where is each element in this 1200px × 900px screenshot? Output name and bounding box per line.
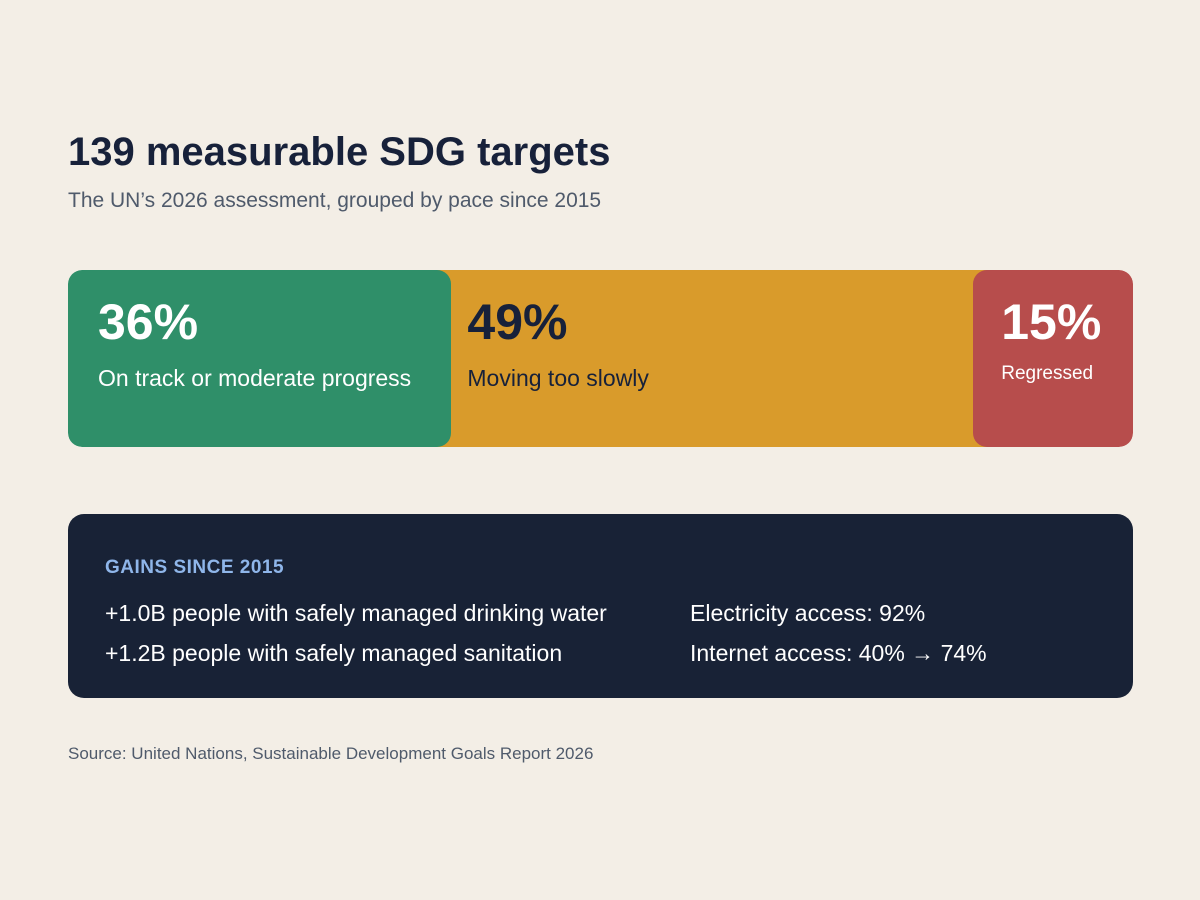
- gain-item-electricity: Electricity access: 92%: [690, 600, 926, 626]
- gain-item-sanitation: +1.2B people with safely managed sanitat…: [105, 640, 563, 666]
- chart-title: 139 measurable SDG targets: [68, 130, 611, 174]
- segment-value-label: 49%: [467, 294, 568, 350]
- segment-category-label: Regressed: [1001, 363, 1094, 384]
- segment-text-group: 49% Moving too slowly: [467, 294, 649, 392]
- segment-value-label: 36%: [98, 294, 199, 350]
- chart-subtitle: The UN’s 2026 assessment, grouped by pac…: [68, 189, 602, 212]
- segment-text-group: 15% Regressed: [1001, 294, 1101, 388]
- gains-panel: GAINS SINCE 2015 +1.0B people with safel…: [68, 514, 1133, 698]
- segment-text-group: 36% On track or moderate progress: [98, 294, 411, 392]
- gains-heading: GAINS SINCE 2015: [105, 557, 285, 578]
- segment-on-track: 36% On track or moderate progress: [68, 270, 452, 447]
- segment-too-slow: 49% Moving too slowly: [437, 270, 988, 447]
- source-note: Source: United Nations, Sustainable Deve…: [68, 744, 594, 763]
- segment-category-label: On track or moderate progress: [98, 365, 412, 391]
- gain-item-internet: Internet access: 40% → 74%: [690, 640, 987, 666]
- stacked-bar: 36% On track or moderate progress 49% Movin…: [68, 270, 1133, 447]
- segment-regressed: 15% Regressed: [973, 270, 1133, 447]
- gain-item-drinking-water: +1.0B people with safely managed drinkin…: [105, 600, 607, 626]
- segment-value-label: 15%: [1001, 294, 1102, 350]
- segment-category-label: Moving too slowly: [467, 365, 649, 391]
